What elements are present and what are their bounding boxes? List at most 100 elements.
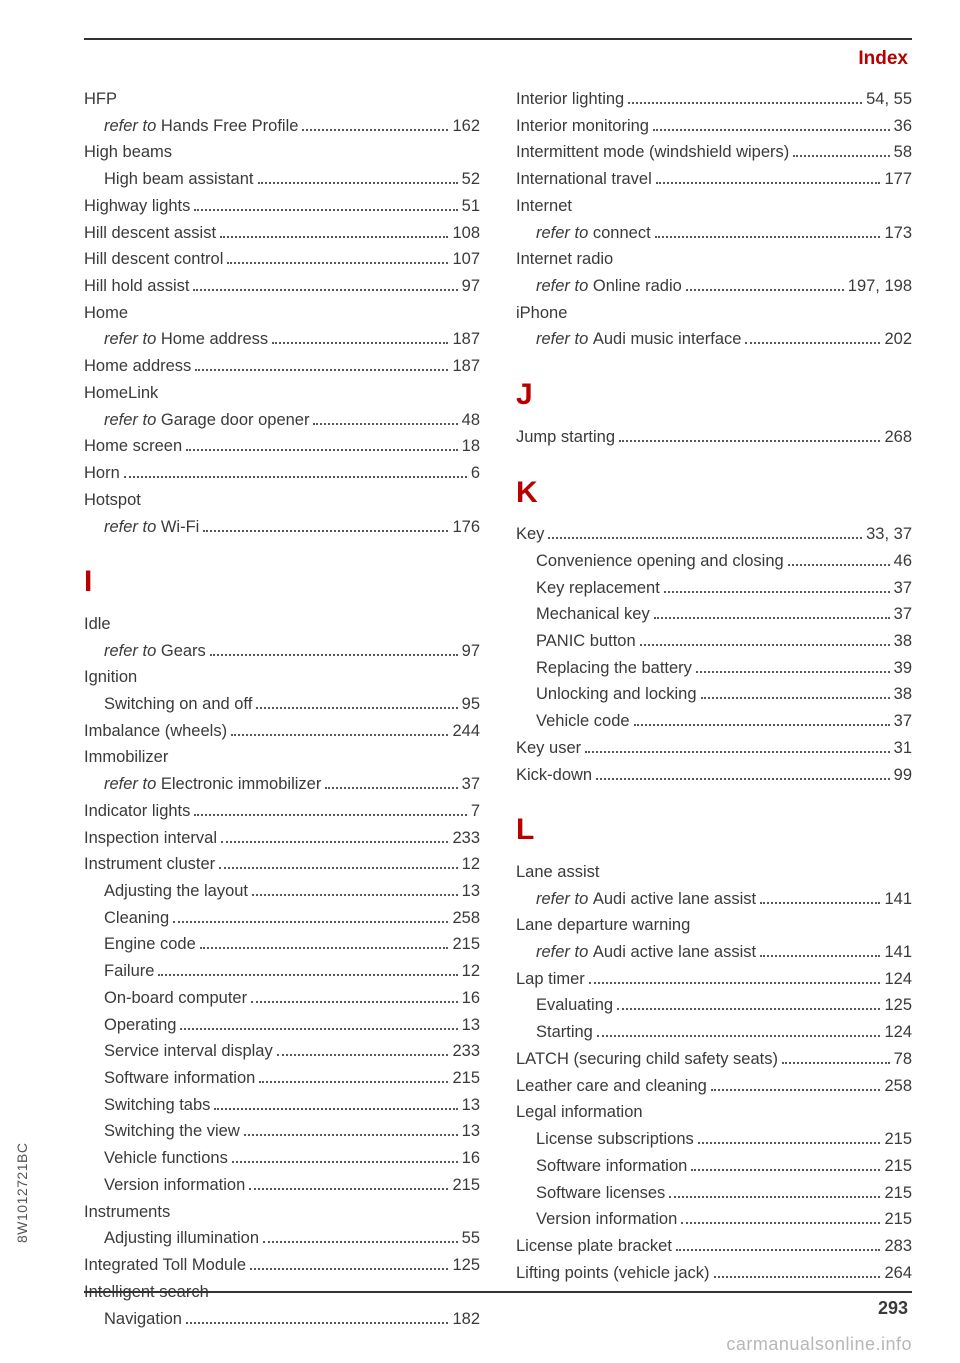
index-entry: Adjusting the layout13: [84, 878, 480, 905]
index-entry: refer to Hands Free Profile162: [84, 113, 480, 140]
index-entry-label: Key: [516, 521, 544, 548]
index-entry: Cleaning258: [84, 905, 480, 932]
index-entry: High beam assistant52: [84, 166, 480, 193]
index-entry: Unlocking and locking38: [516, 681, 912, 708]
leader-dots: [589, 969, 881, 984]
index-entry-page: 58: [894, 139, 912, 166]
leader-dots: [249, 1175, 448, 1190]
leader-dots: [220, 223, 448, 238]
leader-dots: [664, 578, 890, 593]
index-entry-label: Vehicle code: [536, 708, 630, 735]
index-entry-label: Integrated Toll Module: [84, 1252, 246, 1279]
index-entry-page: 97: [462, 273, 480, 300]
index-entry-label: Version information: [536, 1206, 677, 1233]
index-heading: Ignition: [84, 664, 480, 691]
index-entry: Vehicle code37: [516, 708, 912, 735]
leader-dots: [681, 1209, 880, 1224]
index-entry-page: 233: [452, 825, 480, 852]
leader-dots: [302, 116, 448, 131]
leader-dots: [676, 1236, 881, 1251]
index-heading: Hotspot: [84, 487, 480, 514]
index-entry-page: 12: [462, 851, 480, 878]
index-heading: Internet radio: [516, 246, 912, 273]
index-entry: Vehicle functions16: [84, 1145, 480, 1172]
index-entry: Service interval display 233: [84, 1038, 480, 1065]
index-entry-label: Imbalance (wheels): [84, 718, 227, 745]
index-entry-label: On-board computer: [104, 985, 247, 1012]
leader-dots: [258, 169, 458, 184]
index-entry: refer to Electronic immobilizer37: [84, 771, 480, 798]
leader-dots: [619, 427, 880, 442]
index-entry-label: Convenience opening and closing: [536, 548, 784, 575]
index-entry-label: Lap timer: [516, 966, 585, 993]
refer-to-prefix: refer to: [104, 117, 161, 135]
index-entry-label: refer to Garage door opener: [104, 407, 309, 434]
index-entry-page: 215: [884, 1153, 912, 1180]
index-entry: Integrated Toll Module125: [84, 1252, 480, 1279]
leader-dots: [277, 1041, 449, 1056]
index-entry-label: Interior lighting: [516, 86, 624, 113]
index-entry-page: 54, 55: [866, 86, 912, 113]
leader-dots: [686, 276, 844, 291]
index-entry-label: Lifting points (vehicle jack): [516, 1260, 710, 1287]
leader-dots: [617, 996, 880, 1011]
index-entry: Software information215: [84, 1065, 480, 1092]
index-entry-label: Replacing the battery: [536, 655, 692, 682]
index-entry-page: 141: [884, 939, 912, 966]
leader-dots: [691, 1156, 880, 1171]
index-entry: Kick-down99: [516, 762, 912, 789]
page-header-title: Index: [858, 48, 908, 70]
index-heading: Home: [84, 300, 480, 327]
leader-dots: [760, 942, 880, 957]
index-entry-page: 283: [884, 1233, 912, 1260]
index-entry-label: Intermittent mode (windshield wipers): [516, 139, 789, 166]
refer-to-prefix: refer to: [536, 943, 593, 961]
index-entry-page: 37: [894, 575, 912, 602]
index-entry-label: Navigation: [104, 1306, 182, 1333]
index-entry-page: 173: [884, 220, 912, 247]
index-entry-page: 233: [452, 1038, 480, 1065]
index-entry: Switching tabs 13: [84, 1092, 480, 1119]
leader-dots: [656, 169, 881, 184]
index-entry: refer to Wi-Fi176: [84, 514, 480, 541]
index-entry: Inspection interval233: [84, 825, 480, 852]
index-entry-label: Vehicle functions: [104, 1145, 228, 1172]
index-entry-page: 13: [462, 1118, 480, 1145]
index-entry: Evaluating125: [516, 992, 912, 1019]
leader-dots: [193, 276, 457, 291]
index-entry: Software licenses215: [516, 1180, 912, 1207]
index-heading: Immobilizer: [84, 744, 480, 771]
index-entry: Hill descent assist108: [84, 220, 480, 247]
index-entry-label: Highway lights: [84, 193, 190, 220]
leader-dots: [701, 685, 890, 700]
index-heading: Lane assist: [516, 859, 912, 886]
index-entry-page: 215: [452, 931, 480, 958]
section-letter: L: [516, 806, 912, 855]
index-entry-label: refer to Audi active lane assist: [536, 886, 756, 913]
leader-dots: [124, 463, 467, 478]
index-entry-page: 124: [884, 1019, 912, 1046]
index-entry-page: 12: [462, 958, 480, 985]
leader-dots: [250, 1255, 448, 1270]
index-entry-page: 13: [462, 1092, 480, 1119]
index-entry: Mechanical key37: [516, 601, 912, 628]
leader-dots: [669, 1183, 880, 1198]
footer-rule: [84, 1291, 912, 1293]
index-entry-page: 97: [462, 638, 480, 665]
index-entry-label: Starting: [536, 1019, 593, 1046]
index-entry: Engine code215: [84, 931, 480, 958]
index-heading: Internet: [516, 193, 912, 220]
index-entry-page: 162: [452, 113, 480, 140]
index-entry-page: 187: [452, 326, 480, 353]
index-heading: iPhone: [516, 300, 912, 327]
index-entry-page: 6: [471, 460, 480, 487]
index-entry-page: 176: [452, 514, 480, 541]
index-entry: Convenience opening and closing46: [516, 548, 912, 575]
index-entry-label: Operating: [104, 1012, 176, 1039]
refer-to-prefix: refer to: [536, 330, 593, 348]
index-entry-label: Service interval display: [104, 1038, 273, 1065]
index-entry: Home address187: [84, 353, 480, 380]
index-entry-page: 124: [884, 966, 912, 993]
index-entry: Intermittent mode (windshield wipers) 58: [516, 139, 912, 166]
index-entry-label: Switching tabs: [104, 1092, 210, 1119]
